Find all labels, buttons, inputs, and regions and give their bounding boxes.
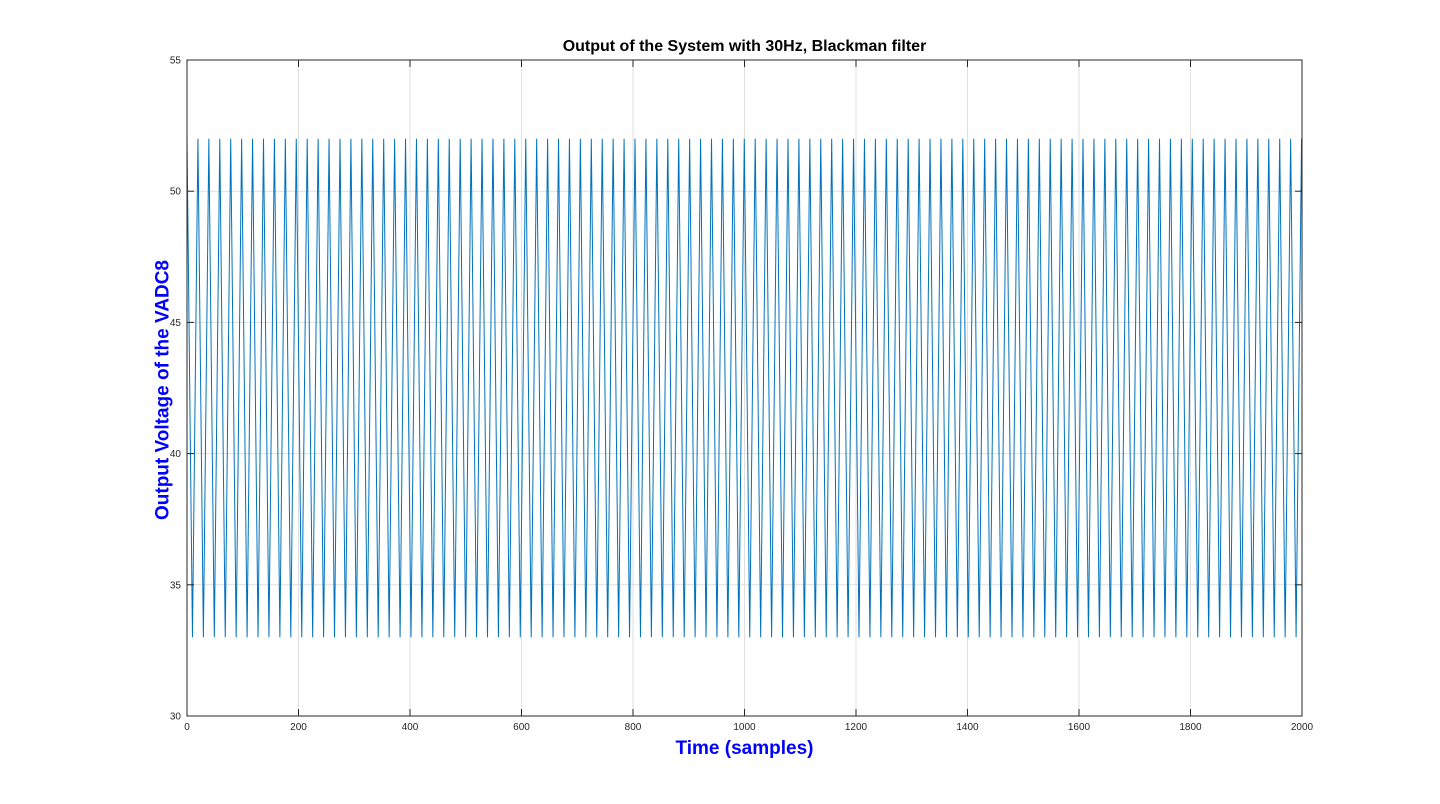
x-tick-label: 400 <box>402 722 419 733</box>
x-tick-label: 1200 <box>845 722 868 733</box>
x-tick-label: 600 <box>513 722 530 733</box>
y-tick-label: 30 <box>170 712 182 723</box>
series-layer <box>186 138 1303 638</box>
y-tick-label: 50 <box>170 187 182 198</box>
x-tick-label: 1000 <box>733 722 756 733</box>
chart-title: Output of the System with 30Hz, Blackman… <box>563 38 927 55</box>
x-tick-label: 200 <box>290 722 307 733</box>
series-line <box>186 138 1303 638</box>
y-tick-label: 55 <box>170 56 182 67</box>
ticks: 0 200 400 600 800 1000 1200 1400 1600 1800 2000 30 3… <box>170 56 1314 734</box>
x-tick-label: 1800 <box>1179 722 1202 733</box>
y-tick-label: 40 <box>170 449 182 460</box>
x-tick-label: 1400 <box>956 722 979 733</box>
y-tick-label: 45 <box>170 318 182 329</box>
x-tick-label: 1600 <box>1068 722 1091 733</box>
x-axis-label: Time (samples) <box>676 738 814 759</box>
y-axis-label: Output Voltage of the VADC8 <box>153 260 174 520</box>
x-tick-label: 0 <box>184 722 190 733</box>
x-tick-label: 800 <box>625 722 642 733</box>
y-tick-label: 35 <box>170 580 182 591</box>
x-tick-label: 2000 <box>1291 722 1314 733</box>
